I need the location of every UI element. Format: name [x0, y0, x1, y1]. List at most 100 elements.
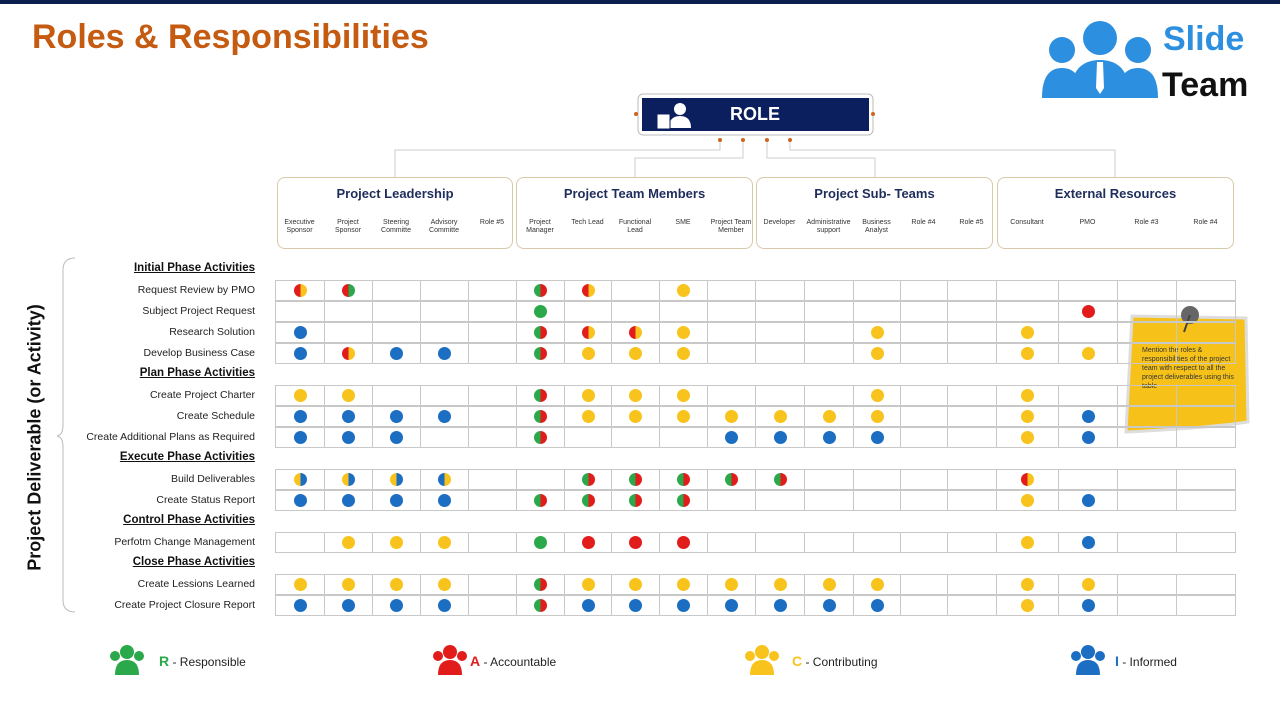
legend-letter: R	[159, 653, 170, 669]
raci-dot	[629, 599, 642, 612]
raci-dot	[534, 536, 547, 549]
raci-dot	[773, 410, 787, 423]
raci-dot	[677, 284, 690, 297]
raci-dot	[390, 410, 403, 423]
raci-dot	[1021, 389, 1034, 402]
matrix-cell	[1117, 595, 1177, 616]
role-label: Functional Lead	[618, 219, 652, 234]
matrix-cell	[947, 490, 997, 511]
raci-dot	[629, 473, 642, 486]
raci-dot	[629, 389, 642, 402]
raci-dot	[390, 473, 403, 486]
legend-letter: A	[470, 653, 481, 669]
matrix-cell	[516, 301, 565, 322]
raci-dot	[390, 599, 403, 612]
legend-item: C - Contributing	[792, 653, 878, 669]
matrix-cell	[275, 301, 325, 322]
raci-dot	[390, 347, 403, 360]
raci-dot	[870, 326, 884, 339]
matrix-cell	[420, 322, 469, 343]
matrix-cell	[275, 469, 325, 490]
matrix-cell	[900, 532, 948, 553]
legend-text: - Informed	[1118, 655, 1177, 669]
matrix-cell	[516, 385, 565, 406]
matrix-cell	[1176, 301, 1236, 322]
matrix-cell	[947, 322, 997, 343]
matrix-cell	[1176, 490, 1236, 511]
matrix-cell	[1117, 532, 1177, 553]
raci-dot	[534, 431, 547, 444]
matrix-cell	[420, 280, 469, 301]
matrix-cell	[996, 385, 1059, 406]
role-label: Business Analyst	[862, 219, 891, 234]
raci-dot	[293, 284, 307, 297]
matrix-cell	[900, 427, 948, 448]
raci-dot	[581, 599, 595, 612]
raci-dot	[822, 410, 836, 423]
matrix-cell	[707, 490, 756, 511]
matrix-cell	[996, 532, 1059, 553]
role-label: PMO	[1079, 219, 1096, 226]
matrix-cell	[324, 406, 373, 427]
matrix-cell	[468, 385, 517, 406]
raci-dot	[629, 347, 642, 360]
role-label: Role #4	[1193, 219, 1218, 226]
group-name: Project Leadership	[336, 186, 454, 201]
activity-label: Create Additional Plans as Required	[86, 431, 255, 443]
role-label: SME	[675, 219, 691, 226]
legend-icon	[1068, 643, 1108, 677]
matrix-cell	[755, 574, 805, 595]
matrix-cell	[468, 490, 517, 511]
matrix-cell	[947, 595, 997, 616]
matrix-cell	[853, 532, 901, 553]
activity-label: Create Project Charter	[149, 389, 255, 401]
group-header: Project Team Members	[516, 177, 753, 249]
matrix-cell	[275, 280, 325, 301]
raci-dot	[1021, 347, 1034, 360]
activity-label: Create Lessions Learned	[137, 578, 255, 590]
matrix-cell	[900, 490, 948, 511]
raci-dot	[293, 347, 307, 360]
matrix-cell	[420, 427, 469, 448]
raci-dot	[342, 284, 355, 297]
role-tree	[394, 93, 1116, 177]
matrix-cell	[611, 280, 660, 301]
matrix-cell	[372, 427, 421, 448]
raci-dot	[293, 326, 307, 339]
matrix-cell	[275, 343, 325, 364]
matrix-cell	[804, 322, 854, 343]
raci-dot	[390, 431, 403, 444]
raci-dot	[725, 431, 738, 444]
matrix-cell	[996, 574, 1059, 595]
section-title: Plan Phase Activities	[139, 367, 255, 379]
raci-dot	[822, 431, 836, 444]
raci-dot	[773, 578, 787, 591]
matrix-cell	[1117, 301, 1177, 322]
matrix-cell	[420, 574, 469, 595]
matrix-cell	[707, 385, 756, 406]
matrix-cell	[611, 595, 660, 616]
role-label: Executive Sponsor	[284, 219, 315, 234]
raci-dot	[581, 473, 595, 486]
matrix-cell	[755, 343, 805, 364]
raci-dot	[293, 599, 307, 612]
role-label: Consultant	[1010, 219, 1044, 226]
matrix-cell	[755, 490, 805, 511]
raci-dot	[390, 578, 403, 591]
raci-dot	[677, 326, 690, 339]
section-title: Close Phase Activities	[132, 556, 255, 568]
matrix-cell	[324, 490, 373, 511]
matrix-cell	[996, 490, 1059, 511]
raci-dot	[725, 578, 738, 591]
raci-dot	[1081, 494, 1095, 507]
section-title: Execute Phase Activities	[119, 451, 255, 463]
matrix-cell	[1117, 469, 1177, 490]
matrix-cell	[853, 406, 901, 427]
raci-dot	[773, 599, 787, 612]
matrix-cell	[1176, 595, 1236, 616]
matrix-cell	[372, 574, 421, 595]
matrix-cell	[659, 532, 708, 553]
logo-icon	[1042, 21, 1158, 98]
matrix-cell	[324, 469, 373, 490]
matrix-cell	[804, 532, 854, 553]
